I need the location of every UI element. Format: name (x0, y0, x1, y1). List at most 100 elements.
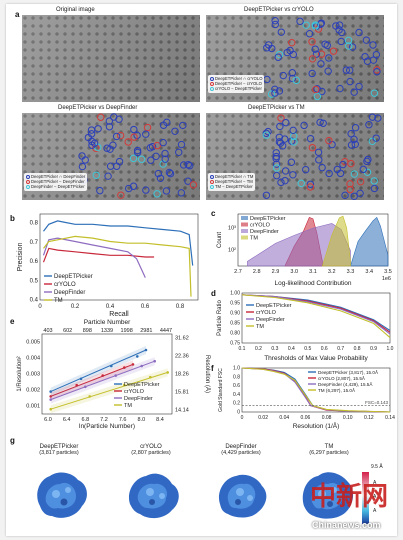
particle-circles-cryolo (263, 16, 381, 101)
c-y-tick-label: 10³ (228, 226, 236, 232)
particle-marker (306, 134, 315, 143)
e-top-xlabel: Particle Number (84, 319, 131, 326)
d-x-tick-label: 0.7 (337, 346, 344, 352)
map-caption-tm: TM (6,297 particles) (298, 444, 360, 456)
particle-marker (148, 142, 157, 151)
particle-marker (345, 42, 353, 50)
panel-c-label: c (211, 209, 216, 218)
particle-marker (316, 118, 324, 127)
particle-marker (315, 156, 323, 164)
c-legend-label: DeepETPicker (250, 216, 286, 222)
particle-marker (302, 21, 310, 29)
particle-marker (335, 21, 344, 29)
particle-marker (290, 138, 298, 146)
c-legend-label: DeepFinder (250, 229, 279, 235)
e-x-tick-label: 7.2 (100, 417, 108, 423)
d-x-tick-label: 0.6 (321, 346, 328, 352)
particle-marker (370, 177, 378, 185)
particle-marker (109, 141, 117, 149)
particle-marker (317, 60, 325, 68)
particle-marker (78, 152, 86, 160)
particle-marker (339, 160, 347, 169)
particle-marker (288, 38, 296, 47)
f-x-tick-label: 0 (241, 415, 244, 421)
e-y-tick-label: 0.002 (26, 388, 40, 394)
panel-d-label: d (211, 289, 216, 298)
particle-marker (272, 160, 281, 168)
map-name-tm: TM (324, 444, 334, 450)
particle-marker (344, 36, 353, 45)
legend-cryolo-item-3: crYOLO − DeepETPicker (210, 86, 262, 92)
particle-marker (189, 181, 198, 189)
b-legend-label: TM (54, 298, 63, 304)
particle-marker (84, 133, 93, 142)
d-legend-label: TM (256, 324, 264, 330)
e-x-tick-label: 6.0 (44, 417, 52, 423)
particle-marker (129, 154, 138, 163)
scale-top-label: 9.5 Å (371, 464, 383, 470)
scale-letter-1: A (373, 480, 377, 486)
particle-marker (336, 84, 344, 93)
e-y-tick-label: 0.001 (26, 404, 40, 410)
panel-a-label: a (15, 10, 20, 19)
d-x-tick-label: 0.1 (239, 346, 246, 352)
c-xlabel: Log-likelihood Contribution (275, 280, 352, 287)
c-x-tick-label: 3.5 (384, 269, 392, 275)
particle-marker (133, 148, 142, 157)
particle-marker (130, 125, 138, 134)
legend-deepfinder-item-1: DeepETPicker ∩ DeepFinder (26, 174, 85, 179)
particle-marker (274, 53, 282, 61)
particle-marker (341, 191, 349, 200)
particle-marker (318, 163, 326, 172)
particle-marker (342, 66, 350, 74)
e-y-tick-label: 0.004 (26, 356, 40, 362)
density-map-tm (302, 472, 354, 519)
particle-marker (288, 74, 297, 83)
density-map-deepetpicker (37, 472, 87, 518)
d-x-tick-label: 0.4 (288, 346, 295, 352)
b-y-tick-label: 0.7 (30, 240, 39, 246)
particle-marker (152, 152, 160, 161)
particle-marker (289, 171, 297, 179)
e-topx-tick-label: 898 (83, 328, 92, 334)
particle-marker (337, 37, 345, 46)
particle-marker (346, 66, 354, 74)
chart-resolution-vs-particles: 6.0 6.4 6.8 7.2 7.6 8.0 8.4 403 602 898 1339 1998 29… (17, 319, 211, 430)
comparison-image-tm: DeepETPicker ∩ TM DeepETPicker − TM TM −… (206, 113, 384, 200)
particle-marker (104, 172, 112, 180)
particle-marker (171, 127, 179, 135)
particle-marker (338, 28, 346, 37)
particle-marker (110, 113, 118, 121)
b-xlabel: Recall (109, 311, 129, 318)
scale-letter-2: A (373, 494, 377, 500)
d-y-tick-label: 0.80 (230, 331, 240, 337)
d-x-tick-label: 0.3 (271, 346, 278, 352)
density-map-cryolo (128, 473, 179, 519)
map-count-deepetpicker: (3,817 particles) (39, 450, 79, 456)
f-y-tick-label: 0.2 (233, 401, 240, 407)
b-x-tick-label: 0.4 (106, 304, 115, 310)
density-map-deepfinder (218, 474, 267, 518)
plot-frame (241, 292, 391, 344)
particle-marker (159, 138, 167, 147)
e-right-ylabel: Resolution (Å) (204, 355, 211, 393)
particle-marker (281, 176, 289, 185)
map-caption-deepfinder: DeepFinder (4,429 particles) (210, 444, 272, 456)
particle-marker (116, 131, 125, 140)
particle-marker (147, 156, 155, 164)
map-name-cryolo: crYOLO (140, 444, 162, 450)
d-x-tick-label: 0.2 (255, 346, 262, 352)
particle-marker (112, 132, 121, 141)
particle-marker (129, 182, 138, 190)
scale-letter-3: A (373, 508, 377, 514)
particle-marker (324, 67, 332, 75)
map-caption-cryolo: crYOLO (2,807 particles) (120, 444, 182, 456)
particle-marker (297, 179, 305, 187)
particle-marker (355, 28, 363, 37)
particle-marker (268, 44, 276, 53)
particle-marker (373, 68, 381, 76)
particle-marker (305, 30, 314, 38)
f-x-tick-label: 0.02 (258, 415, 268, 421)
map-caption-deepetpicker: DeepETPicker (3,817 particles) (28, 444, 90, 456)
particle-marker (78, 162, 87, 171)
